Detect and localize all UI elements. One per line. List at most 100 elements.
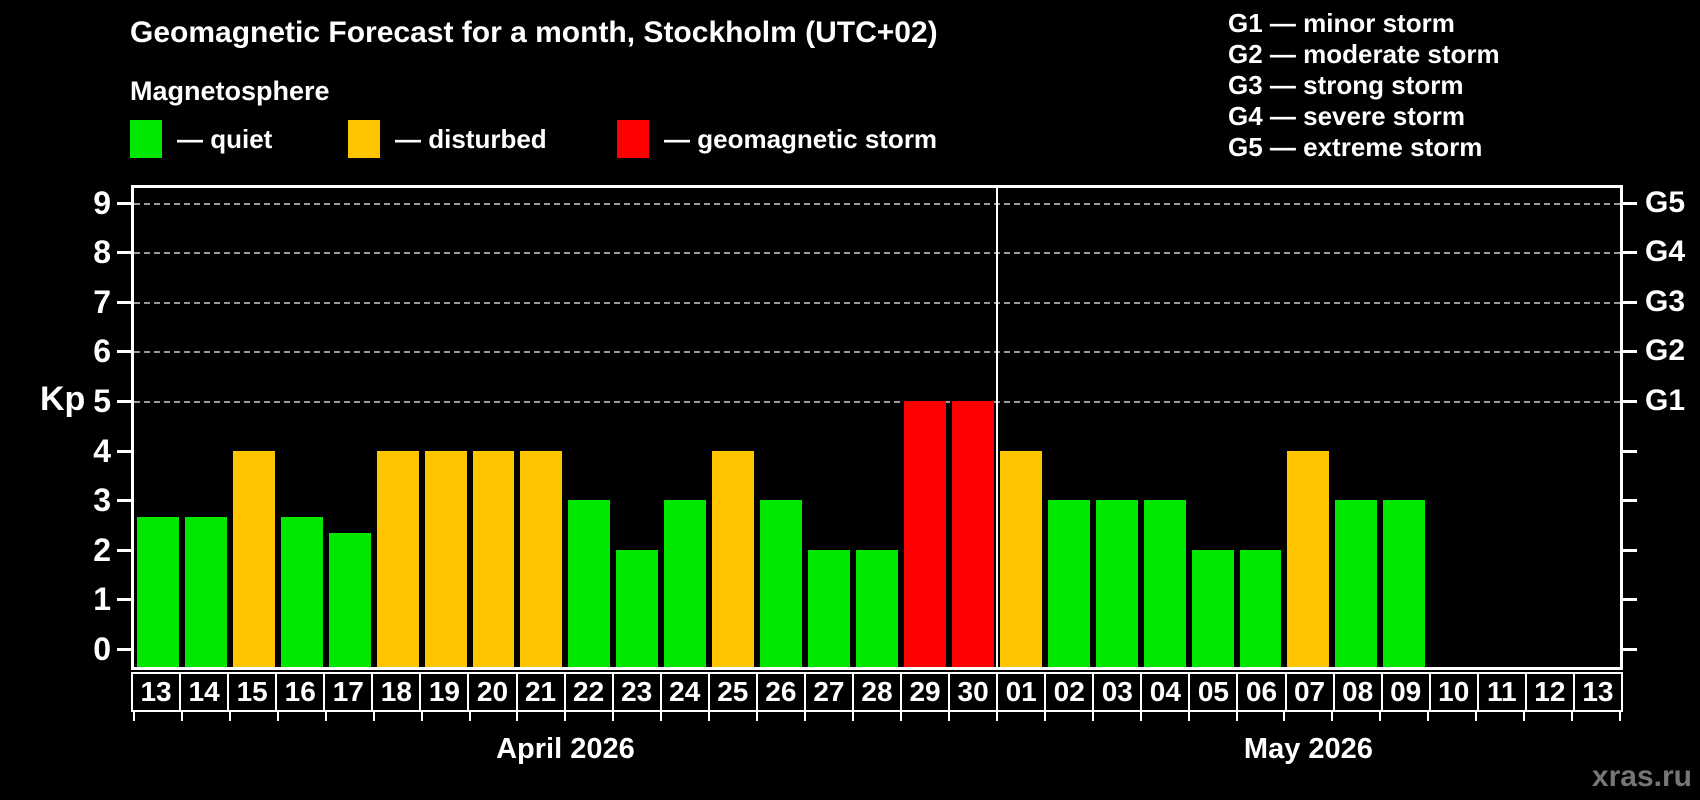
g-legend-line: G2 — moderate storm bbox=[1228, 39, 1500, 69]
g-legend-line: G3 — strong storm bbox=[1228, 70, 1464, 100]
date-boundary-tick bbox=[180, 712, 183, 721]
date-cell-05: 05 bbox=[1190, 674, 1239, 710]
y-tick-0 bbox=[117, 648, 131, 651]
date-cell-27: 27 bbox=[806, 674, 854, 710]
quiet-swatch-icon bbox=[130, 120, 162, 158]
right-axis-label-G3: G3 bbox=[1645, 284, 1686, 318]
right-tick-3 bbox=[1623, 499, 1637, 503]
date-boundary-tick bbox=[756, 712, 759, 721]
storm-swatch-icon bbox=[617, 120, 649, 158]
y-tick-label-3: 3 bbox=[93, 482, 111, 519]
kp-bar-day-02 bbox=[1047, 500, 1090, 667]
y-tick-label-0: 0 bbox=[93, 631, 111, 667]
date-boundary-tick bbox=[708, 712, 711, 721]
date-boundary-tick bbox=[1235, 712, 1238, 721]
date-boundary-tick bbox=[1139, 712, 1142, 721]
right-tick-5 bbox=[1623, 400, 1637, 403]
y-tick-5 bbox=[117, 400, 131, 403]
y-tick-2 bbox=[117, 548, 131, 552]
kp-bar-day-15 bbox=[232, 450, 275, 667]
kp-bar-day-20 bbox=[472, 450, 515, 667]
date-boundary-tick bbox=[1283, 712, 1286, 721]
kp-bar-day-17 bbox=[328, 533, 371, 667]
right-tick-4 bbox=[1623, 449, 1637, 453]
date-boundary-tick bbox=[852, 712, 855, 721]
right-axis-label-G2: G2 bbox=[1645, 334, 1686, 368]
date-boundary-tick bbox=[133, 712, 135, 721]
right-tick-8 bbox=[1623, 251, 1637, 255]
kp-bar-day-07 bbox=[1287, 450, 1330, 667]
kp-bar-day-26 bbox=[760, 500, 803, 667]
date-cell-12: 12 bbox=[1527, 674, 1575, 710]
right-tick-2 bbox=[1623, 548, 1637, 552]
date-cell-02: 02 bbox=[1046, 674, 1095, 710]
date-boundary-tick bbox=[228, 712, 231, 721]
legend-item-label: — geomagnetic storm bbox=[664, 123, 938, 154]
month-label-april: April 2026 bbox=[496, 733, 635, 765]
date-cell-10: 10 bbox=[1431, 674, 1479, 710]
watermark: xras.ru bbox=[1591, 760, 1692, 793]
kp-bar-day-06 bbox=[1239, 549, 1282, 667]
date-cell-26: 26 bbox=[758, 674, 806, 710]
date-cell-16: 16 bbox=[277, 674, 326, 710]
kp-bar-day-29 bbox=[903, 401, 946, 667]
legend-item-label: — disturbed bbox=[395, 123, 547, 154]
y-tick-9 bbox=[117, 201, 131, 205]
chart-title: Geomagnetic Forecast for a month, Stockh… bbox=[130, 16, 938, 49]
kp-bar-day-21 bbox=[520, 450, 563, 667]
legend-item-label: — quiet bbox=[177, 123, 273, 154]
plot-area bbox=[131, 185, 1623, 670]
right-axis-label-G1: G1 bbox=[1645, 384, 1686, 417]
right-axis-label-G4: G4 bbox=[1645, 235, 1686, 269]
date-cell-25: 25 bbox=[710, 674, 758, 710]
kp-bar-day-03 bbox=[1095, 500, 1138, 667]
g-scale-legend: G1 — minor storm G2 — moderate storm G3 — … bbox=[1228, 8, 1500, 163]
date-boundary-tick bbox=[1427, 712, 1430, 721]
y-tick-label-8: 8 bbox=[93, 234, 111, 271]
date-boundary-tick bbox=[660, 712, 663, 721]
y-tick-4 bbox=[117, 449, 131, 453]
kp-bar-day-25 bbox=[712, 450, 755, 667]
date-boundary-tick bbox=[420, 712, 423, 721]
magnetosphere-label: Magnetosphere bbox=[130, 76, 330, 106]
gridline-kp8 bbox=[134, 252, 1620, 255]
date-boundary-tick bbox=[468, 712, 471, 721]
date-cell-13: 13 bbox=[133, 674, 182, 710]
gridline-kp7 bbox=[134, 301, 1620, 304]
kp-bar-day-19 bbox=[424, 450, 467, 667]
gridline-kp6 bbox=[134, 351, 1620, 354]
month-separator-line bbox=[995, 188, 998, 667]
g-legend-line: G5 — extreme storm bbox=[1228, 132, 1483, 162]
date-boundary-tick bbox=[1379, 712, 1382, 721]
kp-bar-day-04 bbox=[1143, 500, 1186, 667]
kp-bar-day-13 bbox=[137, 516, 179, 667]
date-boundary-tick bbox=[995, 712, 998, 721]
gridline-kp9 bbox=[134, 202, 1620, 205]
y-tick-label-7: 7 bbox=[93, 283, 111, 320]
date-axis-row: 13 14 15 16 17 18 19 20 21 22 23 24 25 26 27 28 29 30 01 02… bbox=[131, 672, 1623, 712]
y-tick-label-2: 2 bbox=[93, 531, 111, 568]
date-cell-03: 03 bbox=[1094, 674, 1143, 710]
date-cell-15: 15 bbox=[229, 674, 278, 710]
date-cell-08: 08 bbox=[1335, 674, 1383, 710]
date-boundary-tick bbox=[516, 712, 519, 721]
kp-bar-day-09 bbox=[1383, 500, 1426, 667]
date-cell-11: 11 bbox=[1479, 674, 1527, 710]
g-legend-line: G4 — severe storm bbox=[1228, 101, 1466, 131]
date-boundary-tick bbox=[276, 712, 279, 721]
date-boundary-tick bbox=[1475, 712, 1478, 721]
date-boundary-tick bbox=[1043, 712, 1046, 721]
kp-bar-day-08 bbox=[1335, 500, 1378, 667]
kp-bar-day-16 bbox=[280, 516, 323, 667]
legend-item-disturbed: — disturbed bbox=[348, 119, 547, 159]
date-cell-29: 29 bbox=[902, 674, 951, 710]
date-cell-21: 21 bbox=[518, 674, 566, 710]
date-boundary-tick bbox=[612, 712, 615, 721]
date-boundary-tick bbox=[804, 712, 807, 721]
kp-bar-day-22 bbox=[568, 500, 611, 667]
date-cell-18: 18 bbox=[373, 674, 422, 710]
date-boundary-tick bbox=[1619, 712, 1621, 721]
kp-bar-day-27 bbox=[808, 549, 851, 667]
y-tick-label-5: 5 bbox=[93, 383, 111, 419]
